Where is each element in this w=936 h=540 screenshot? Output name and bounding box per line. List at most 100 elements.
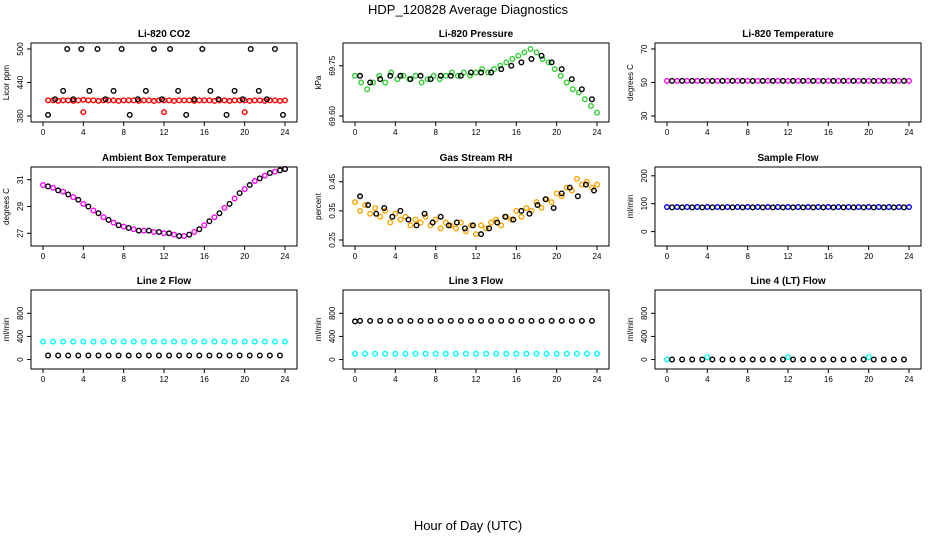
data-point: [427, 76, 434, 83]
data-point: [95, 352, 102, 359]
data-point: [689, 356, 696, 363]
data-point: [417, 317, 424, 324]
data-point: [256, 175, 263, 182]
data-point: [452, 225, 459, 232]
data-point: [282, 338, 289, 345]
x-tick-label: 12: [784, 375, 793, 384]
data-point: [382, 207, 389, 214]
data-point: [855, 77, 862, 84]
x-tick-label: 0: [353, 128, 358, 137]
data-point: [282, 97, 289, 104]
data-point: [255, 87, 262, 94]
data-point: [467, 317, 474, 324]
data-point: [387, 317, 394, 324]
data-point: [196, 352, 203, 359]
data-point: [382, 350, 389, 357]
data-point: [430, 72, 437, 79]
data-point: [125, 224, 132, 231]
data-point: [457, 72, 464, 79]
data-point: [518, 317, 525, 324]
y-axis-label: degrees C: [626, 64, 635, 101]
data-point: [578, 86, 585, 93]
data-point: [515, 52, 522, 59]
data-point: [211, 214, 218, 221]
x-tick-label: 20: [552, 375, 561, 384]
data-point: [422, 350, 429, 357]
x-tick-label: 20: [552, 252, 561, 261]
data-point: [181, 338, 188, 345]
x-tick-label: 4: [705, 128, 710, 137]
data-point: [94, 46, 101, 53]
data-point: [142, 87, 149, 94]
data-point: [125, 97, 132, 104]
data-point: [709, 204, 716, 211]
data-point: [160, 338, 167, 345]
data-point: [125, 352, 132, 359]
panel-title: Gas Stream RH: [440, 153, 513, 164]
data-point: [432, 216, 439, 223]
y-axis-label: Licor ppm: [2, 65, 11, 100]
data-point: [815, 204, 822, 211]
y-tick-label: 0: [328, 357, 337, 362]
y-axis-label: degrees C: [2, 188, 11, 225]
data-point: [231, 195, 238, 202]
data-point: [236, 352, 243, 359]
data-point: [568, 76, 575, 83]
data-point: [90, 338, 97, 345]
data-point: [483, 350, 490, 357]
y-tick-label: 800: [640, 306, 649, 320]
data-point: [880, 356, 887, 363]
data-point: [176, 352, 183, 359]
data-point: [241, 109, 248, 116]
data-point: [551, 66, 558, 73]
data-point: [558, 193, 565, 200]
data-point: [376, 72, 383, 79]
data-point: [885, 77, 892, 84]
data-point: [357, 193, 364, 200]
data-point: [830, 204, 837, 211]
data-point: [367, 79, 374, 86]
y-tick-label: 29: [16, 202, 25, 211]
data-point: [45, 352, 52, 359]
data-point: [80, 338, 87, 345]
data-point: [50, 338, 57, 345]
y-axis-label: percent: [314, 192, 323, 219]
data-point: [719, 77, 726, 84]
data-point: [364, 86, 371, 93]
data-point: [724, 77, 731, 84]
data-point: [855, 204, 862, 211]
data-point: [377, 213, 384, 220]
data-point: [206, 352, 213, 359]
data-point: [437, 72, 444, 79]
x-tick-label: 16: [824, 128, 833, 137]
panel-line-2-flow: Line 2 Flow ml/min 0 4 8 12 16 20 24 0 400 800: [2, 276, 298, 384]
series-line-2-series-b: [45, 352, 283, 359]
x-tick-label: 16: [512, 252, 521, 261]
data-point: [357, 207, 364, 214]
data-point: [534, 202, 541, 209]
data-point: [491, 66, 498, 73]
data-point: [558, 66, 565, 73]
data-point: [523, 350, 530, 357]
data-point: [521, 49, 528, 56]
data-point: [467, 69, 474, 76]
x-tick-label: 16: [824, 375, 833, 384]
data-point: [498, 317, 505, 324]
data-point: [479, 66, 486, 73]
data-point: [473, 69, 480, 76]
x-tick-label: 16: [200, 252, 209, 261]
y-tick-label: 800: [328, 306, 337, 320]
data-point: [573, 175, 580, 182]
data-point: [734, 204, 741, 211]
data-point: [201, 97, 208, 104]
data-point: [412, 72, 419, 79]
data-point: [52, 96, 59, 103]
data-point: [583, 178, 590, 185]
data-point: [563, 350, 570, 357]
data-point: [251, 338, 258, 345]
data-point: [251, 178, 258, 185]
data-point: [85, 352, 92, 359]
data-point: [413, 222, 420, 229]
